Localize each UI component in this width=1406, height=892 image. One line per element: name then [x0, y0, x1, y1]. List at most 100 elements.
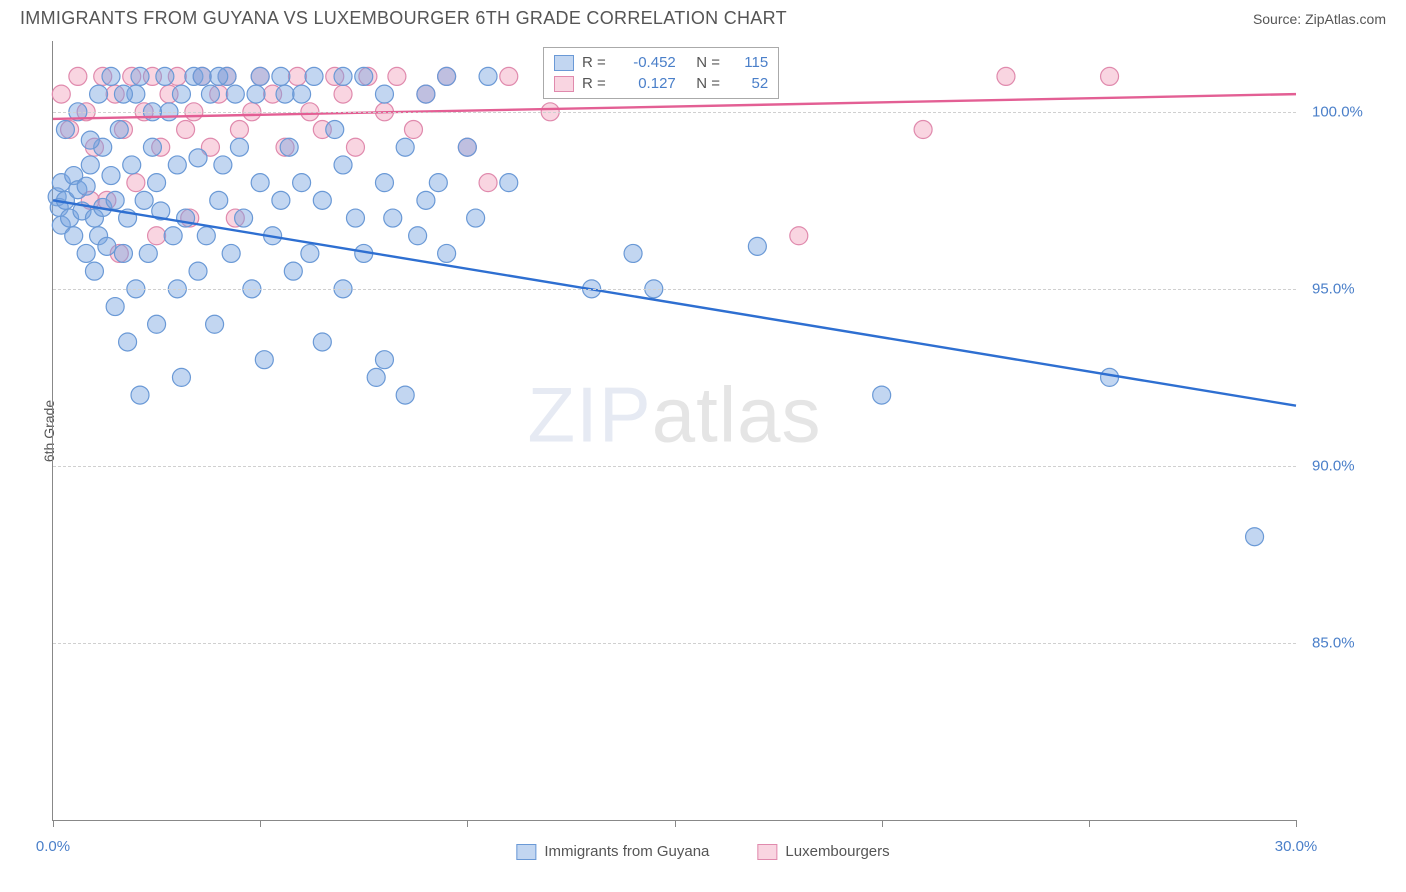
data-point: [417, 85, 435, 103]
data-point: [56, 121, 74, 139]
data-point: [624, 244, 642, 262]
data-point: [301, 244, 319, 262]
data-point: [467, 209, 485, 227]
plot-area: ZIPatlas R = -0.452 N = 115 R = 0.127 N …: [52, 41, 1296, 821]
data-point: [293, 85, 311, 103]
stats-legend: R = -0.452 N = 115 R = 0.127 N = 52: [543, 47, 779, 99]
data-point: [375, 351, 393, 369]
plot-wrapper: 6th Grade ZIPatlas R = -0.452 N = 115 R …: [52, 41, 1296, 821]
data-point: [189, 149, 207, 167]
data-point: [210, 67, 228, 85]
legend-swatch: [554, 76, 574, 92]
chart-header: IMMIGRANTS FROM GUYANA VS LUXEMBOURGER 6…: [0, 0, 1406, 41]
data-point: [790, 227, 808, 245]
data-point: [123, 156, 141, 174]
data-point: [206, 315, 224, 333]
data-point: [313, 191, 331, 209]
scatter-svg: [53, 41, 1296, 820]
data-point: [235, 209, 253, 227]
x-tick: [53, 820, 54, 827]
data-point: [214, 156, 232, 174]
x-tick-label: 0.0%: [36, 838, 70, 855]
data-point: [127, 174, 145, 192]
data-point: [247, 85, 265, 103]
legend-label: Luxembourgers: [785, 843, 889, 860]
data-point: [226, 85, 244, 103]
data-point: [230, 138, 248, 156]
x-tick: [1089, 820, 1090, 827]
data-point: [222, 244, 240, 262]
legend-swatch: [516, 844, 536, 860]
data-point: [997, 67, 1015, 85]
source-label: Source: ZipAtlas.com: [1253, 11, 1386, 27]
data-point: [914, 121, 932, 139]
bottom-legend: Immigrants from GuyanaLuxembourgers: [516, 843, 889, 860]
data-point: [156, 67, 174, 85]
data-point: [375, 174, 393, 192]
data-point: [384, 209, 402, 227]
data-point: [102, 167, 120, 185]
data-point: [148, 227, 166, 245]
y-tick-label: 100.0%: [1312, 103, 1363, 120]
data-point: [293, 174, 311, 192]
data-point: [458, 138, 476, 156]
data-point: [98, 237, 116, 255]
data-point: [251, 174, 269, 192]
data-point: [148, 174, 166, 192]
data-point: [85, 262, 103, 280]
data-point: [189, 262, 207, 280]
data-point: [77, 244, 95, 262]
data-point: [272, 191, 290, 209]
data-point: [1101, 368, 1119, 386]
data-point: [255, 351, 273, 369]
data-point: [409, 227, 427, 245]
data-point: [438, 244, 456, 262]
data-point: [177, 121, 195, 139]
data-point: [1246, 528, 1264, 546]
data-point: [396, 138, 414, 156]
data-point: [131, 67, 149, 85]
data-point: [500, 67, 518, 85]
data-point: [334, 156, 352, 174]
data-point: [438, 67, 456, 85]
data-point: [1101, 67, 1119, 85]
data-point: [210, 191, 228, 209]
data-point: [148, 315, 166, 333]
data-point: [313, 333, 331, 351]
data-point: [251, 67, 269, 85]
data-point: [417, 191, 435, 209]
x-tick: [1296, 820, 1297, 827]
x-tick-label: 30.0%: [1275, 838, 1318, 855]
gridline: [53, 643, 1296, 644]
data-point: [500, 174, 518, 192]
data-point: [102, 67, 120, 85]
bottom-legend-item: Luxembourgers: [757, 843, 889, 860]
data-point: [288, 67, 306, 85]
data-point: [81, 156, 99, 174]
data-point: [479, 67, 497, 85]
data-point: [346, 138, 364, 156]
gridline: [53, 289, 1296, 290]
data-point: [119, 333, 137, 351]
x-tick: [260, 820, 261, 827]
x-tick: [882, 820, 883, 827]
data-point: [873, 386, 891, 404]
data-point: [388, 67, 406, 85]
data-point: [106, 298, 124, 316]
data-point: [326, 121, 344, 139]
data-point: [131, 386, 149, 404]
data-point: [90, 85, 108, 103]
data-point: [69, 67, 87, 85]
data-point: [334, 67, 352, 85]
data-point: [748, 237, 766, 255]
data-point: [106, 191, 124, 209]
data-point: [81, 131, 99, 149]
data-point: [110, 121, 128, 139]
data-point: [479, 174, 497, 192]
data-point: [305, 67, 323, 85]
data-point: [276, 85, 294, 103]
data-point: [135, 191, 153, 209]
data-point: [429, 174, 447, 192]
data-point: [114, 85, 132, 103]
data-point: [346, 209, 364, 227]
